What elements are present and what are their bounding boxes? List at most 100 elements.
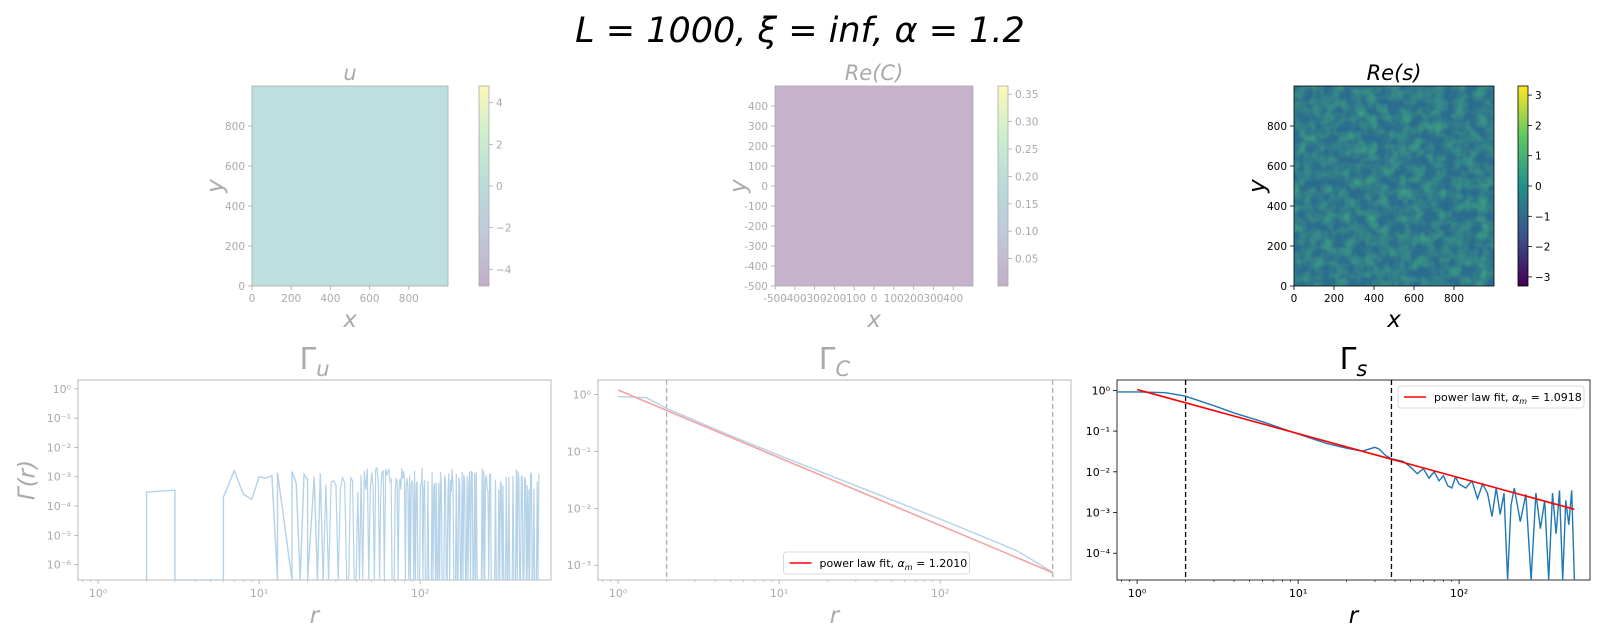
x-tick-label: 200: [904, 293, 924, 305]
axes-frame: [77, 379, 552, 581]
y-tick-label: 10⁻⁶: [47, 559, 72, 572]
y-tick-label: 10⁻¹: [567, 445, 591, 458]
title-base: Γ: [1340, 342, 1357, 377]
x-tick-label: 200: [281, 293, 301, 305]
x-tick-label: 10¹: [250, 587, 268, 600]
colorbar-tick-label: 3: [1535, 90, 1542, 102]
y-tick-label: -100: [744, 201, 768, 213]
y-tick-label: 0: [238, 281, 245, 293]
legend-alpha: α: [898, 557, 906, 570]
x-tick-label: -200: [822, 293, 846, 305]
heatmap-frame: [1293, 85, 1495, 287]
heatmap-panel-u: u x y 0 200 400 600 800 0 200 400 600 800 −4 −2 0 2 4: [203, 61, 512, 333]
y-tick-label: 200: [1267, 241, 1287, 253]
data-series-noise: [322, 466, 540, 580]
colorbar-tick-label: −3: [1535, 272, 1550, 284]
heatmap-image: [252, 86, 448, 286]
colorbar-tick-label: −2: [496, 223, 511, 235]
x-tick-label: 600: [360, 293, 380, 305]
x-tick-label: 100: [884, 293, 904, 305]
heatmap-image: [775, 86, 973, 286]
y-tick-label: -500: [744, 281, 768, 293]
x-tick-label: 800: [399, 293, 419, 305]
legend-label: power law fit, αm = 1.0918: [1434, 391, 1582, 406]
title-subscript: u: [316, 357, 329, 381]
y-axis-label: Γ(r): [15, 460, 41, 500]
y-tick-label: 10⁻²: [567, 502, 591, 515]
colorbar-tick-label: 0: [1535, 181, 1542, 193]
x-tick-label: 10²: [411, 587, 429, 600]
chart-title: ΓC: [819, 342, 851, 381]
heatmap-frame: [251, 85, 449, 287]
legend-prefix: power law fit,: [820, 557, 898, 570]
y-tick-label: 10⁻⁴: [47, 500, 72, 513]
axes-frame: [597, 379, 1072, 581]
y-tick-label: 800: [225, 121, 245, 133]
colorbar-tick-label: 0.35: [1015, 89, 1038, 101]
x-tick-label: 10¹: [1289, 587, 1307, 600]
colorbar: [998, 86, 1008, 286]
title-subscript: s: [1356, 357, 1367, 381]
y-axis-label: y: [726, 179, 752, 194]
x-tick-label: 400: [1364, 293, 1384, 305]
y-tick-label: 10⁻²: [1086, 466, 1110, 479]
x-tick-label: 10⁰: [1128, 587, 1147, 600]
x-tick-label: -500: [763, 293, 787, 305]
legend-prefix: power law fit,: [1434, 391, 1512, 404]
plot-area: [1117, 380, 1576, 580]
x-axis-label: x: [1386, 307, 1401, 333]
y-tick-label: 10⁻⁵: [47, 529, 71, 542]
heatmap-panel-C: Re(C)xy-500-400-300-200-100 0 100 200 300 400…: [726, 61, 1039, 333]
x-tick-label: 0: [249, 293, 256, 305]
y-tick-label: -300: [744, 241, 768, 253]
colorbar-tick-label: 1: [1535, 151, 1542, 163]
x-tick-label: 0: [1291, 293, 1298, 305]
colorbar: [479, 86, 489, 286]
colorbar-frame: [997, 85, 1009, 287]
y-tick-label: -200: [744, 221, 768, 233]
colorbar-tick-label: 0: [496, 181, 503, 193]
y-tick-label: 800: [1267, 121, 1287, 133]
y-tick-label: 400: [225, 201, 245, 213]
colorbar-tick-label: 0.15: [1015, 199, 1038, 211]
colorbar-tick-label: 0.10: [1015, 226, 1038, 238]
x-tick-label: 600: [1404, 293, 1424, 305]
title-subscript: C: [836, 357, 851, 381]
heatmap-title: Re(s): [1367, 61, 1422, 85]
colorbar-tick-label: 0.30: [1015, 117, 1038, 129]
x-tick-label: 10⁰: [609, 587, 628, 600]
y-tick-label: 400: [1267, 201, 1287, 213]
x-tick-label: -300: [803, 293, 827, 305]
y-tick-label: -400: [744, 261, 768, 273]
colorbar: [1518, 86, 1528, 286]
colorbar-tick-label: −1: [1535, 211, 1550, 223]
legend-alpha-sub: m: [1519, 397, 1527, 406]
colorbar-tick-label: 2: [1535, 120, 1542, 132]
heatmap-texture: [1294, 86, 1494, 286]
power-law-fit-line: [617, 389, 1053, 574]
y-tick-label: 10⁻¹: [1086, 425, 1110, 438]
y-tick-label: 100: [748, 161, 768, 173]
y-tick-label: 10⁻¹: [47, 412, 71, 425]
heatmap-title: Re(C): [845, 61, 904, 85]
x-tick-label: 400: [943, 293, 963, 305]
figure-title: L = 1000, ξ = inf, α = 1.2: [575, 11, 1025, 51]
chart-title: Γu: [299, 342, 329, 381]
legend-alpha-sub: m: [905, 563, 913, 572]
axes-frame: [1116, 379, 1591, 581]
y-tick-label: 300: [748, 121, 768, 133]
y-tick-label: 10⁻⁴: [1086, 547, 1111, 560]
colorbar-tick-label: 0.05: [1015, 254, 1038, 266]
colorbar-tick-label: 2: [496, 139, 503, 151]
x-tick-label: 300: [923, 293, 943, 305]
colorbar-tick-label: 0.25: [1015, 144, 1038, 156]
line-chart-gamma_s: Γs r 10⁰ 10¹ 10² 10⁻⁴ 10⁻³ 10⁻² 10⁻¹ 10⁰ power law…: [1086, 342, 1591, 629]
x-tick-label: 400: [320, 293, 340, 305]
x-axis-label: r: [310, 603, 321, 629]
y-tick-label: 200: [225, 241, 245, 253]
x-tick-label: 800: [1444, 293, 1464, 305]
plot-area: [617, 380, 1054, 580]
y-tick-label: 0: [1280, 281, 1287, 293]
